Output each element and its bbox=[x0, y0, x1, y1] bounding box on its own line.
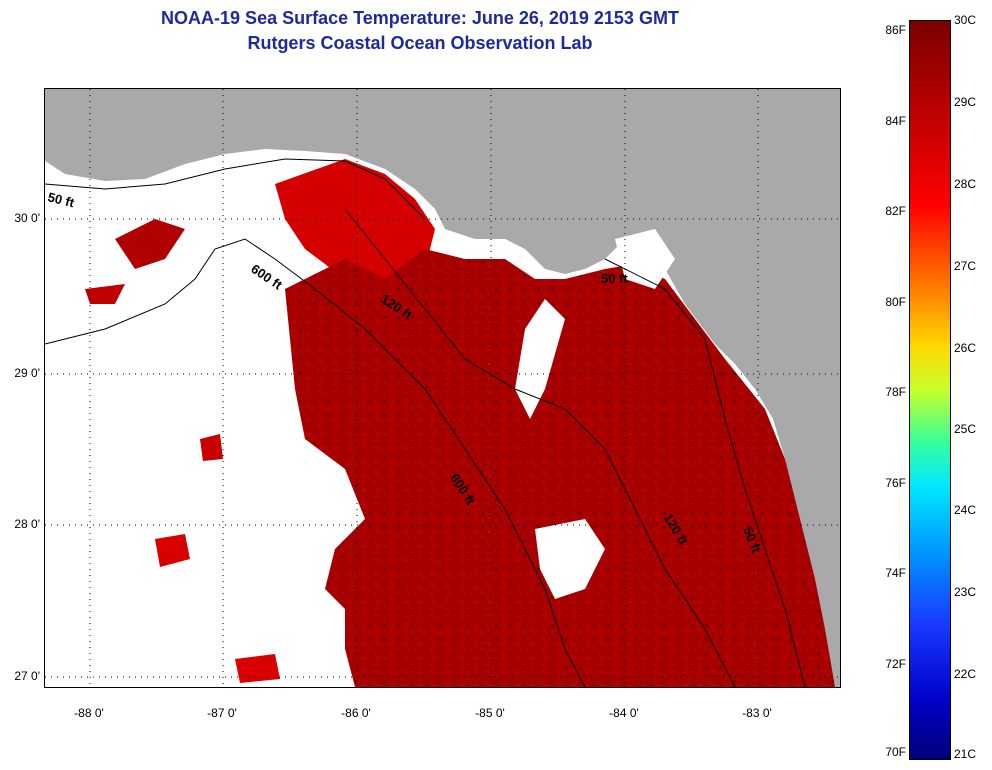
contour-label: 600 ft bbox=[248, 261, 285, 293]
lon-label: -88 0' bbox=[74, 706, 104, 720]
sst-map-svg: 50 ft 600 ft 120 ft 50 ft 600 ft 120 ft … bbox=[45, 89, 840, 687]
colorbar-c-label: 28C bbox=[954, 177, 977, 191]
sst-patch-west bbox=[115, 219, 185, 269]
contour-600ft bbox=[45, 238, 586, 687]
nearshore-warm-band bbox=[275, 159, 435, 289]
colorbar-f-label: 70F bbox=[885, 745, 906, 759]
sst-patch-mid bbox=[200, 434, 223, 461]
colorbar-c-label: 24C bbox=[954, 503, 977, 517]
colorbar-c-label: 26C bbox=[954, 341, 977, 355]
colorbar-f-label: 78F bbox=[885, 385, 906, 399]
cloud-gap bbox=[535, 519, 605, 599]
colorbar-c-label: 30C bbox=[954, 13, 977, 27]
lon-label: -83 0' bbox=[742, 706, 772, 720]
map-title: NOAA-19 Sea Surface Temperature: June 26… bbox=[161, 8, 679, 28]
lon-label: -85 0' bbox=[475, 706, 505, 720]
sst-patch-sw bbox=[155, 534, 190, 567]
lon-label: -86 0' bbox=[341, 706, 371, 720]
colorbar-f-label: 84F bbox=[885, 114, 906, 128]
cloud-gap-3 bbox=[615, 229, 675, 289]
map-subtitle: Rutgers Coastal Ocean Observation Lab bbox=[247, 33, 593, 53]
colorbar-c-label: 29C bbox=[954, 95, 977, 109]
colorbar-c-label: 25C bbox=[954, 422, 977, 436]
colorbar-f-label: 86F bbox=[885, 23, 906, 37]
cloud-gap-2 bbox=[515, 299, 565, 419]
lon-label: -87 0' bbox=[207, 706, 237, 720]
colorbar-c-label: 22C bbox=[954, 667, 977, 681]
colorbar-c-label: 27C bbox=[954, 259, 977, 273]
colorbar-f-label: 82F bbox=[885, 204, 906, 218]
lon-label: -84 0' bbox=[609, 706, 639, 720]
colorbar-c-label: 23C bbox=[954, 585, 977, 599]
graticule bbox=[45, 89, 840, 687]
colorbar-f-label: 80F bbox=[885, 295, 906, 309]
lat-label: 27 0' bbox=[14, 669, 40, 683]
sst-patch-west-2 bbox=[85, 284, 125, 304]
lat-label: 28 0' bbox=[14, 517, 40, 531]
lat-label: 30 0' bbox=[14, 211, 40, 225]
colorbar-c-label: 21C bbox=[954, 747, 977, 761]
contour-50ft-east bbox=[604, 258, 806, 687]
colorbar-f-label: 72F bbox=[885, 657, 906, 671]
temperature-colorbar bbox=[909, 20, 951, 760]
sst-field bbox=[285, 249, 835, 687]
contour-label: 50 ft bbox=[46, 189, 76, 210]
contour-120ft bbox=[344, 208, 736, 687]
contour-label: 50 ft bbox=[601, 271, 628, 286]
colorbar-f-label: 74F bbox=[885, 566, 906, 580]
sst-patch-sw-2 bbox=[235, 654, 280, 683]
colorbar-f-label: 76F bbox=[885, 476, 906, 490]
lat-label: 29 0' bbox=[14, 366, 40, 380]
map-panel[interactable]: 50 ft 600 ft 120 ft 50 ft 600 ft 120 ft … bbox=[44, 88, 841, 688]
contour-50ft-west bbox=[45, 158, 426, 220]
